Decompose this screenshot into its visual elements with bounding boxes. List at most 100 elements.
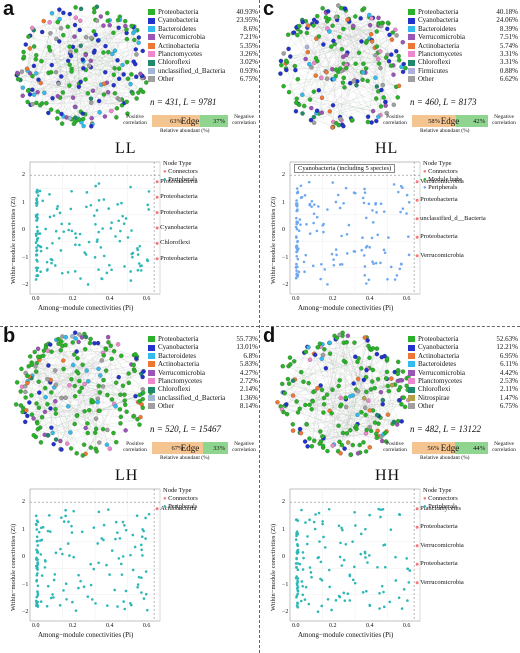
network-node [91,29,96,34]
peripheral-point [295,199,298,202]
network-node [359,39,364,44]
peripheral-point [119,562,123,566]
peripheral-point [340,234,343,238]
network-edge [121,78,129,100]
x-tick-label: 0.2 [328,623,337,629]
network-node [48,342,53,347]
network-edge [365,371,395,434]
network-edge [323,335,343,413]
peripheral-point [36,229,39,233]
network-edge [312,380,340,401]
peripheral-point [317,511,321,515]
network-node [322,347,327,352]
network-edge [346,342,355,434]
y-axis-label: Within−module conectivities (Zi) [10,196,17,284]
network-node [81,66,86,71]
network-node [312,438,317,443]
peripheral-point [140,264,143,267]
network-node [46,44,52,50]
network-edge [374,47,382,107]
network-edge [324,349,395,422]
network-node [103,43,108,49]
network-node [83,77,88,82]
peripheral-point [52,214,56,217]
network-node [46,110,51,116]
network-edge [25,391,104,430]
network-node [286,89,292,95]
network-node [89,100,94,105]
network-edge [372,410,393,424]
peripheral-point [114,537,117,541]
peripheral-point [109,227,113,230]
network-edge [81,387,140,402]
network-node [384,369,390,375]
peripheral-point [317,555,320,559]
network-edge [331,24,380,47]
peripheral-point [363,274,367,277]
network-node [70,334,75,339]
network-node [55,116,60,121]
peripheral-point [312,212,316,216]
network-edge [67,382,117,444]
legend-value: 12.21% [496,343,518,352]
peripheral-point [345,232,349,236]
network-node [84,35,89,40]
network-edge [318,36,322,113]
network-edge [350,436,380,456]
network-node [396,83,402,89]
network-node [294,399,299,404]
network-node [318,429,323,434]
peripheral-point [136,248,139,252]
network-node [15,76,21,82]
network-node [325,9,331,14]
network-node [361,6,367,11]
peripheral-point [383,251,387,255]
negative-caption: Negative correlation [492,441,516,453]
network-node [83,334,89,340]
network-node [43,385,48,391]
network-node [84,368,89,373]
network-node [140,374,145,380]
network-node [101,377,106,383]
network-node [87,408,92,413]
network-node [376,114,381,119]
phylum-legend: Proteobacteria 52.63% Cyanobacteria 12.21% A… [408,335,518,411]
legend-name: Planctomycetes [158,50,202,59]
connector-annotation: Proteobacteria [160,208,198,216]
network-node [330,387,335,392]
network-edge [306,21,350,48]
relative-abundance-label: Relative abundant (%) [420,455,470,461]
peripheral-point [394,579,398,582]
network-node [380,82,385,88]
peripheral-point [123,524,126,527]
peripheral-point [118,239,122,243]
network-edge [71,68,105,84]
peripheral-point [304,521,307,524]
network-node [86,379,91,384]
network-node [356,50,362,56]
network-edge [315,58,369,117]
peripheral-point [296,568,300,572]
network-node [114,115,119,120]
network-node [367,408,373,413]
network-node [70,95,76,100]
network-node [367,355,372,360]
network-edge [68,26,135,61]
network-edge [288,70,296,93]
panel-letter: a [3,0,15,20]
peripheral-point [364,527,367,531]
peripheral-point [345,252,349,255]
network-node [357,442,362,448]
legend-row: Other 6.75% [148,75,258,83]
network-node [351,78,357,84]
node-type-title: Node Type [423,160,452,167]
legend-name: Other [158,402,174,411]
network-edge [62,345,137,359]
network-node [342,85,347,90]
peripheral-point [70,524,73,528]
legend-name: Chloroflexi [158,385,191,394]
peripheral-point [367,278,371,282]
network-node [311,23,316,28]
peripheral-point [35,254,38,257]
network-node [89,124,94,129]
